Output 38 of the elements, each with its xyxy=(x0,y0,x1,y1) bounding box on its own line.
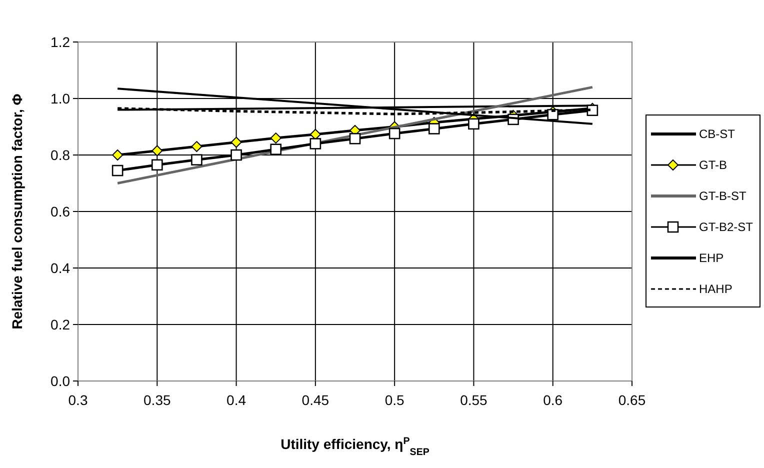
x-tick-label: 0.35 xyxy=(144,392,171,408)
legend-label: CB-ST xyxy=(699,127,736,142)
y-tick-label: 0.4 xyxy=(50,260,70,276)
x-tick-label: 0.65 xyxy=(618,392,646,408)
y-tick-label: 0.6 xyxy=(50,203,70,220)
point xyxy=(428,123,440,134)
legend-label: GT-B xyxy=(699,158,728,172)
x-tick-label: 0.6 xyxy=(543,392,563,408)
point xyxy=(468,118,480,130)
point xyxy=(151,159,163,171)
point xyxy=(270,144,282,155)
point xyxy=(230,149,242,161)
legend-label: GT-B-ST xyxy=(699,189,747,204)
legend-label: EHP xyxy=(699,251,724,266)
point xyxy=(230,136,242,148)
point xyxy=(112,164,124,176)
legend-label: HAHP xyxy=(699,282,732,296)
point xyxy=(349,132,361,144)
y-tick-label: 1.2 xyxy=(50,34,70,50)
y-axis-title: Relative fuel consumption factor, Φ xyxy=(9,93,25,330)
point xyxy=(310,128,321,140)
y-tick-label: 0.2 xyxy=(50,316,70,332)
point xyxy=(388,128,400,140)
point xyxy=(310,138,322,150)
x-tick-label: 0.4 xyxy=(226,392,246,408)
legend-label: GT-B2-ST xyxy=(699,220,754,234)
x-tick-label: 0.45 xyxy=(302,392,330,408)
y-tick-label: 0.0 xyxy=(50,372,70,389)
x-tick-label: 0.3 xyxy=(68,392,88,408)
point xyxy=(152,145,163,156)
point xyxy=(112,150,124,160)
x-tick-label: 0.5 xyxy=(384,392,405,408)
y-tick-label: 1.0 xyxy=(50,90,70,106)
point xyxy=(270,132,282,144)
x-tick-label: 0.55 xyxy=(460,392,488,408)
point xyxy=(191,154,202,166)
y-tick-label: 0.8 xyxy=(50,146,70,163)
point xyxy=(191,141,202,152)
